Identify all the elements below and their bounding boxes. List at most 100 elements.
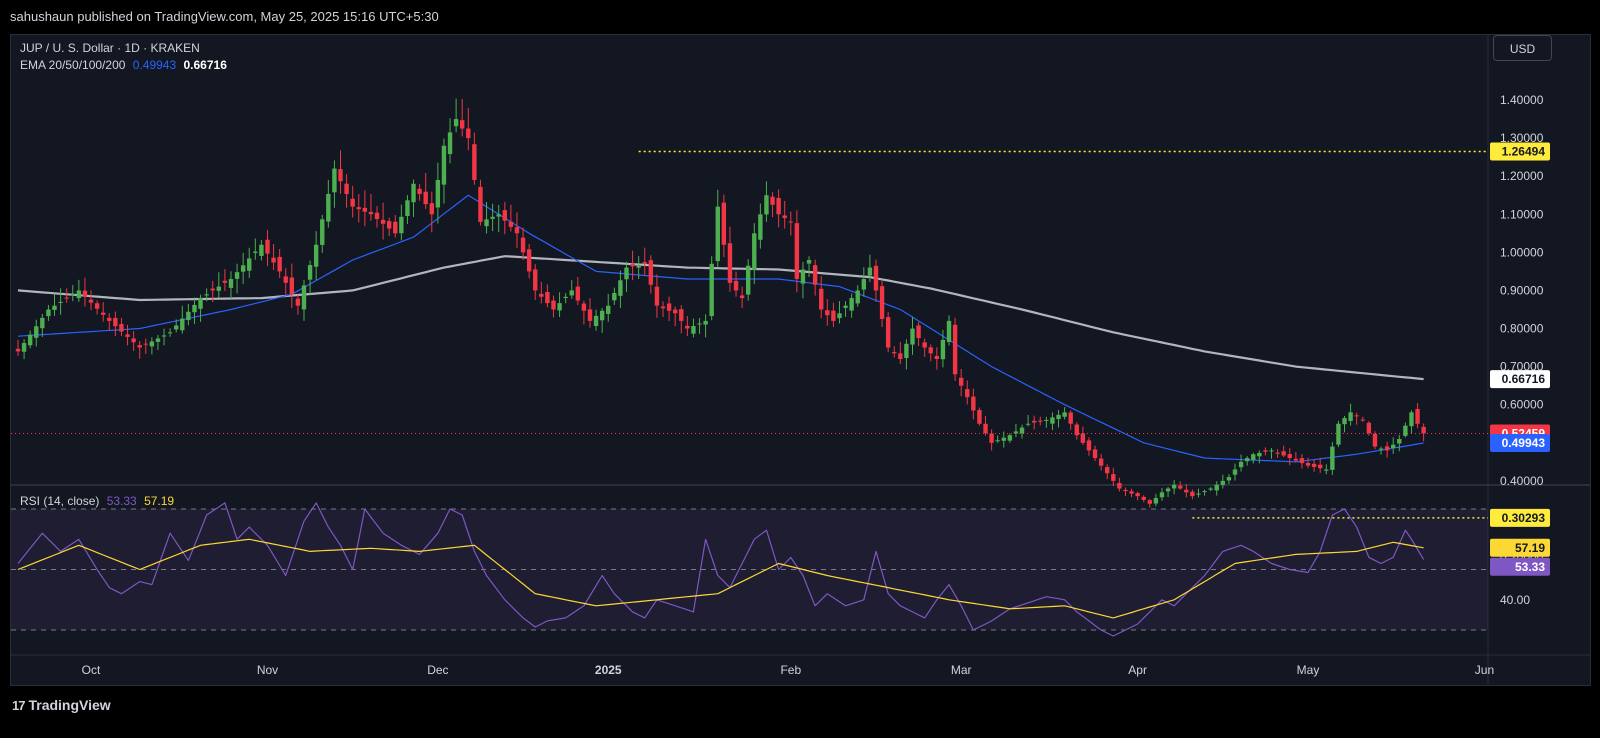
tradingview-logo[interactable]: 17 TradingView: [12, 697, 111, 713]
candle-body: [283, 276, 288, 283]
candle: [216, 272, 222, 298]
time-tick-label: Nov: [257, 663, 278, 677]
candle-body: [192, 304, 197, 313]
candle: [76, 279, 82, 302]
rsi-band: 40.00: [11, 508, 1530, 631]
candle-body: [867, 267, 873, 276]
symbol-legend[interactable]: JUP / U. S. Dollar · 1D · KRAKEN: [20, 41, 200, 55]
candle-body: [733, 280, 739, 291]
candle: [794, 210, 800, 293]
candle-body: [216, 286, 222, 291]
candle-body: [119, 324, 124, 332]
candle: [934, 347, 940, 370]
candle-body: [928, 347, 933, 354]
candle: [40, 313, 45, 337]
candle: [1214, 481, 1219, 496]
candle: [1123, 487, 1128, 497]
candle: [1397, 435, 1402, 452]
candle-body: [1275, 452, 1280, 454]
price-marker-ema-fast: 0.49943: [1490, 434, 1550, 453]
candle: [289, 263, 295, 309]
candle: [977, 407, 982, 426]
candle-body: [879, 286, 885, 320]
candle-body: [520, 237, 526, 253]
rsi-tick-label: 40.00: [1500, 593, 1530, 607]
candle: [1287, 448, 1292, 466]
candles: [15, 98, 1426, 508]
candle: [64, 288, 69, 303]
candle: [1062, 407, 1067, 420]
candle-body: [1342, 418, 1347, 425]
candle: [849, 293, 854, 318]
candle: [186, 303, 191, 326]
candle: [1031, 415, 1037, 430]
candle: [356, 194, 361, 223]
candle: [685, 315, 690, 337]
candle-body: [910, 328, 915, 345]
candle-body: [1391, 444, 1396, 448]
candle: [472, 132, 477, 185]
candle: [1105, 464, 1110, 480]
time-tick-label: Dec: [427, 663, 448, 677]
price-tick-label: 0.60000: [1500, 398, 1544, 412]
candle: [1141, 495, 1146, 503]
candle-body: [441, 145, 447, 185]
candle: [204, 288, 209, 302]
candle: [739, 286, 745, 308]
candle-body: [575, 286, 581, 301]
currency-button[interactable]: USD: [1493, 35, 1552, 61]
candle: [15, 339, 21, 356]
candle-body: [466, 128, 471, 139]
candle-body: [1421, 426, 1426, 434]
candle-body: [1208, 488, 1213, 490]
candle-body: [1184, 489, 1189, 493]
price-marker-box: [1490, 434, 1550, 453]
candle: [733, 271, 739, 297]
chart-frame[interactable]: [10, 34, 1591, 686]
candle: [180, 305, 185, 334]
price-tick-label: 1.10000: [1500, 207, 1544, 221]
candle-body: [107, 317, 112, 321]
candle: [417, 183, 422, 201]
candle: [879, 279, 885, 328]
candle: [575, 276, 581, 306]
candle: [441, 138, 447, 204]
candle-body: [174, 325, 179, 330]
time-axis-ticks: Oct Nov Dec 2025 Feb Mar Apr May Jun: [82, 663, 1494, 677]
candle-body: [265, 239, 270, 254]
candle-body: [1025, 423, 1031, 425]
candle: [100, 302, 106, 322]
candle-body: [989, 433, 994, 443]
candle: [1038, 416, 1043, 426]
candle-body: [27, 334, 33, 346]
candle: [34, 319, 39, 347]
candle: [995, 435, 1000, 443]
candle-body: [1123, 489, 1128, 492]
candle: [113, 311, 118, 336]
candle-body: [1178, 485, 1183, 489]
tradingview-brand: TradingView: [28, 697, 111, 713]
candle: [1135, 491, 1140, 501]
candle-body: [259, 244, 264, 256]
candle: [642, 247, 647, 276]
time-tick-label: Apr: [1128, 663, 1147, 677]
candle-body: [563, 296, 568, 299]
candle: [46, 304, 51, 321]
candle: [1421, 423, 1426, 442]
candle-body: [636, 265, 641, 268]
price-tick-label: 0.80000: [1500, 322, 1544, 336]
candle: [861, 267, 867, 297]
candle-body: [1190, 491, 1195, 497]
candle-body: [167, 332, 173, 334]
candle-body: [606, 305, 611, 314]
rsi-legend[interactable]: RSI (14, close) 53.33 57.19: [20, 494, 174, 508]
ema-legend[interactable]: EMA 20/50/100/200 0.49943 0.66716: [20, 58, 227, 72]
candle: [946, 315, 952, 346]
candle-body: [1378, 448, 1384, 450]
candle: [1232, 463, 1238, 481]
price-marker-label: 0.30293: [1502, 511, 1546, 525]
candle: [855, 285, 860, 307]
candle: [253, 238, 258, 260]
candle: [557, 292, 562, 318]
